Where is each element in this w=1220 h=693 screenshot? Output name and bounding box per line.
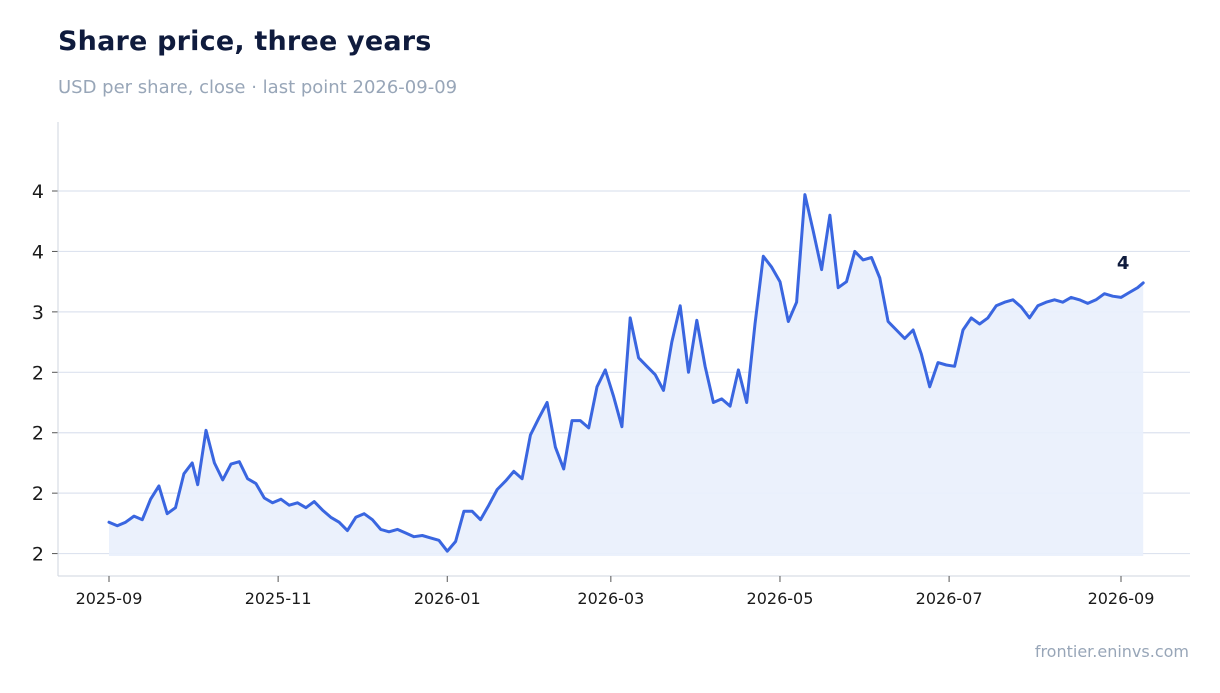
y-tick-label: 2	[32, 362, 44, 384]
last-value-label: 4	[1117, 253, 1130, 274]
x-tick-label: 2025-09	[76, 589, 143, 608]
y-tick-label: 2	[32, 544, 44, 566]
x-tick-label: 2026-05	[747, 589, 814, 608]
x-tick-label: 2026-09	[1088, 589, 1155, 608]
y-tick-label: 2	[32, 423, 44, 445]
series-line	[107, 193, 1145, 553]
chart-title: Share price, three years	[58, 26, 432, 57]
chart-subtitle: USD per share, close · last point 2026-0…	[58, 77, 458, 98]
annotations: 4	[1117, 253, 1130, 274]
x-tick-labels: 2025-09 2025-11 2026-01 2026-03 2026-05 2026-…	[76, 589, 1155, 608]
x-tick-label: 2026-01	[414, 589, 481, 608]
x-tick-label: 2026-07	[916, 589, 983, 608]
axes	[57, 122, 1190, 582]
y-tick-label: 4	[32, 181, 44, 203]
y-tick-label: 3	[32, 302, 44, 324]
y-tick-label: 2	[32, 483, 44, 505]
area-layer	[107, 193, 1145, 556]
x-tick-label: 2026-03	[577, 589, 644, 608]
source-credit: frontier.eninvs.com	[1034, 642, 1189, 661]
y-tick-label: 4	[32, 241, 44, 263]
x-tick-label: 2025-11	[245, 589, 312, 608]
y-tick-labels: 2 2 2 2 3 4 4	[32, 181, 44, 566]
